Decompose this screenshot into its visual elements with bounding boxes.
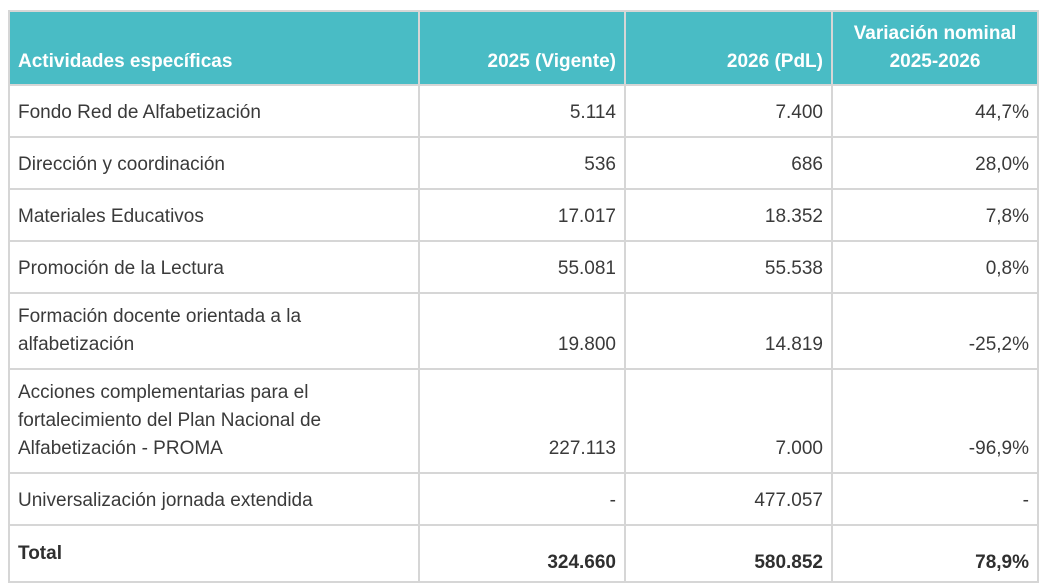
row-variation: 28,0% [831, 136, 1039, 190]
table-row: Formación docente orientada a la alfabet… [8, 292, 1039, 370]
row-variation: 44,7% [831, 84, 1039, 138]
row-label-line: Alfabetización - PROMA [18, 438, 223, 459]
row-value-2025: - [418, 472, 626, 526]
row-variation: 7,8% [831, 188, 1039, 242]
total-row: Total 324.660 580.852 78,9% [8, 524, 1039, 583]
table-header: Actividades específicas 2025 (Vigente) 2… [8, 10, 1039, 86]
table-row: Dirección y coordinación 536 686 28,0% [8, 136, 1039, 190]
row-value-2025: 17.017 [418, 188, 626, 242]
table-body: Fondo Red de Alfabetización 5.114 7.400 … [8, 84, 1039, 583]
row-value-2026: 14.819 [624, 292, 833, 370]
row-variation: -25,2% [831, 292, 1039, 370]
budget-table: Actividades específicas 2025 (Vigente) 2… [8, 10, 1039, 583]
table-row: Promoción de la Lectura 55.081 55.538 0,… [8, 240, 1039, 294]
row-variation: - [831, 472, 1039, 526]
row-value-2025: 536 [418, 136, 626, 190]
row-label: Formación docente orientada a la alfabet… [8, 292, 420, 370]
row-label-line: Acciones complementarias para el [18, 382, 309, 403]
total-value-2026: 580.852 [624, 524, 833, 583]
row-value-2026: 7.400 [624, 84, 833, 138]
row-value-2025: 5.114 [418, 84, 626, 138]
header-2026: 2026 (PdL) [624, 10, 833, 86]
row-variation: 0,8% [831, 240, 1039, 294]
row-value-2025: 55.081 [418, 240, 626, 294]
row-label: Dirección y coordinación [8, 136, 420, 190]
row-value-2026: 7.000 [624, 368, 833, 474]
row-value-2026: 18.352 [624, 188, 833, 242]
row-label-line: fortalecimiento del Plan Nacional de [18, 410, 322, 431]
row-label-line: Formación docente orientada a la [18, 306, 302, 327]
row-value-2026: 477.057 [624, 472, 833, 526]
row-value-2026: 686 [624, 136, 833, 190]
total-variation: 78,9% [831, 524, 1039, 583]
header-activities: Actividades específicas [8, 10, 420, 86]
header-variation-line2: 2025-2026 [889, 51, 981, 72]
total-label: Total [8, 524, 420, 583]
row-label: Fondo Red de Alfabetización [8, 84, 420, 138]
row-value-2025: 227.113 [418, 368, 626, 474]
header-variation-line1: Variación nominal [853, 23, 1017, 44]
row-value-2026: 55.538 [624, 240, 833, 294]
row-value-2025: 19.800 [418, 292, 626, 370]
row-label: Universalización jornada extendida [8, 472, 420, 526]
table-row: Universalización jornada extendida - 477… [8, 472, 1039, 526]
row-label: Materiales Educativos [8, 188, 420, 242]
table-row: Fondo Red de Alfabetización 5.114 7.400 … [8, 84, 1039, 138]
header-2025: 2025 (Vigente) [418, 10, 626, 86]
table-row: Materiales Educativos 17.017 18.352 7,8% [8, 188, 1039, 242]
header-row: Actividades específicas 2025 (Vigente) 2… [8, 10, 1039, 86]
row-label: Acciones complementarias para el fortale… [8, 368, 420, 474]
table-row: Acciones complementarias para el fortale… [8, 368, 1039, 474]
row-variation: -96,9% [831, 368, 1039, 474]
budget-table-container: Actividades específicas 2025 (Vigente) 2… [8, 10, 1039, 583]
row-label: Promoción de la Lectura [8, 240, 420, 294]
header-variation: Variación nominal 2025-2026 [831, 10, 1039, 86]
total-value-2025: 324.660 [418, 524, 626, 583]
row-label-line: alfabetización [18, 334, 135, 355]
